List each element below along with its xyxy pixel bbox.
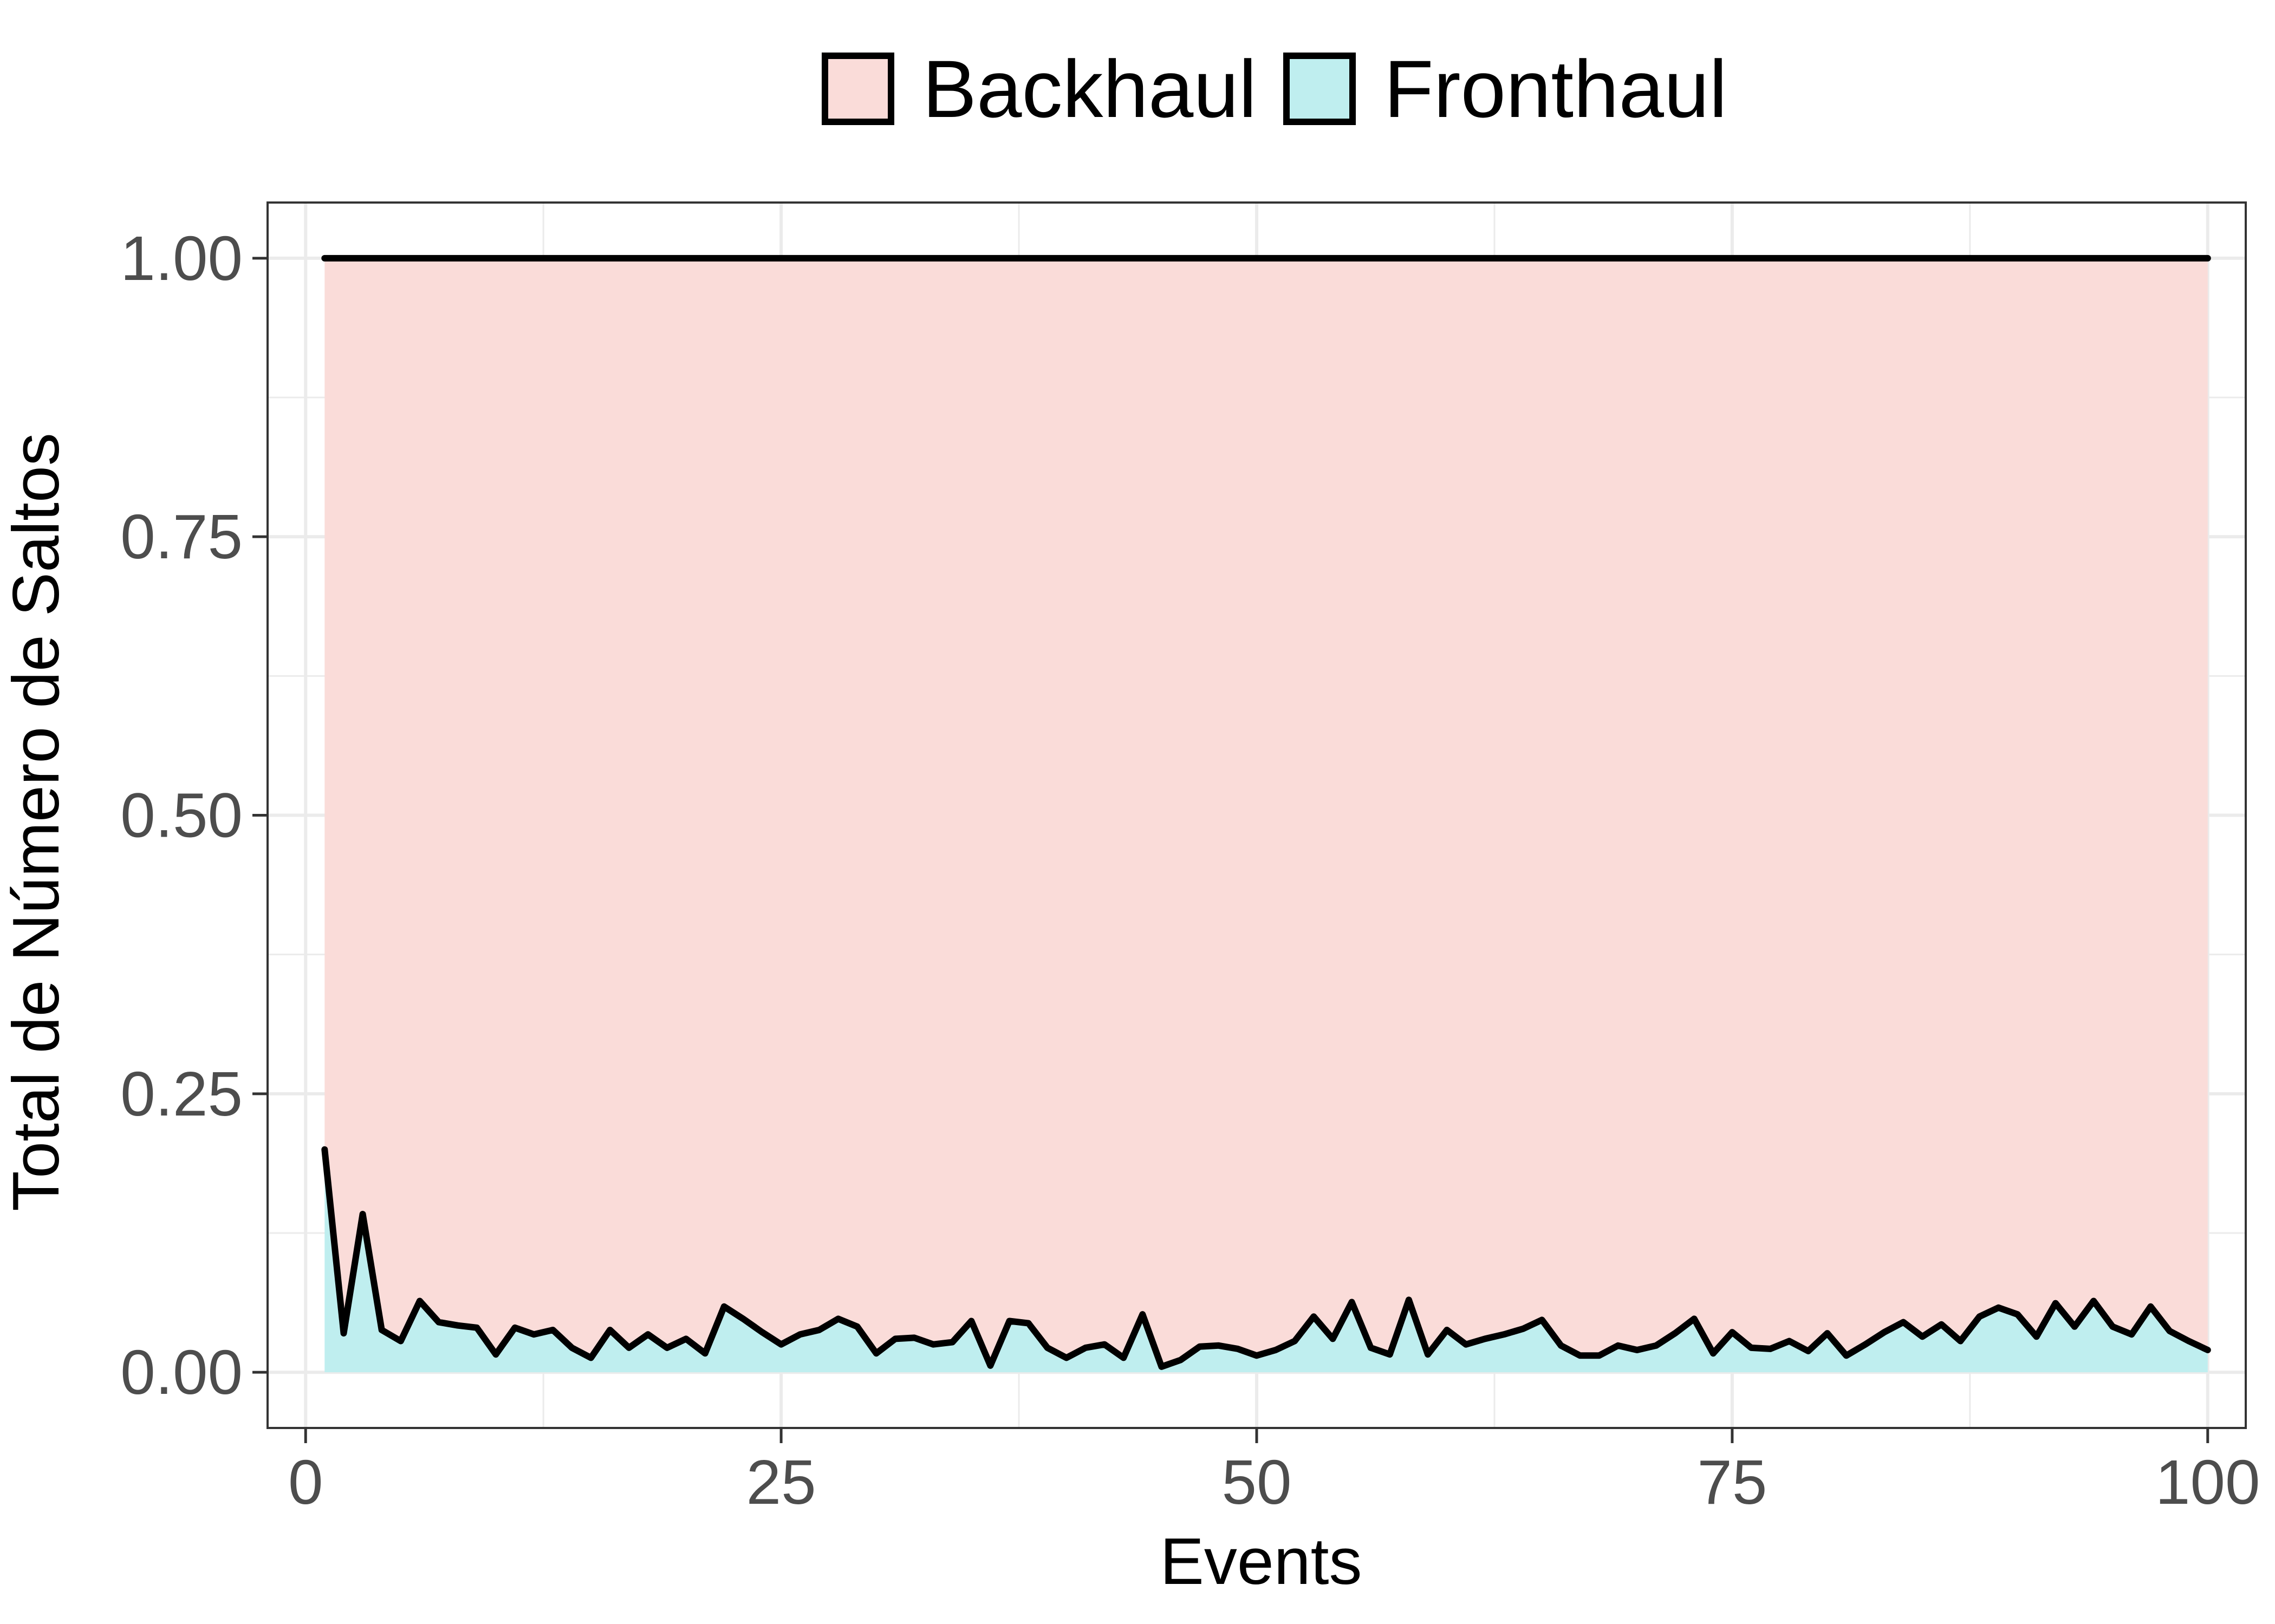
series-lines xyxy=(321,255,2211,1370)
legend: Backhaul Fronthaul xyxy=(822,43,1727,134)
y-tick-label: 1.00 xyxy=(120,223,243,294)
y-axis-title: Total de Número de Saltos xyxy=(0,433,73,1211)
legend-swatch-backhaul xyxy=(822,53,894,125)
x-tick-label: 75 xyxy=(1697,1447,1767,1517)
line-fronthaul xyxy=(321,1146,2211,1370)
x-tick-label: 100 xyxy=(2155,1447,2260,1517)
area-layers xyxy=(324,258,2208,1373)
legend-label-fronthaul: Fronthaul xyxy=(1384,43,1727,134)
x-tick-label: 50 xyxy=(1221,1447,1291,1517)
area-fronthaul xyxy=(324,1149,2208,1373)
x-tick-label: 25 xyxy=(746,1447,816,1517)
legend-swatch-fronthaul xyxy=(1283,53,1356,125)
x-tick-label: 0 xyxy=(288,1447,323,1517)
area-backhaul xyxy=(324,258,2208,1367)
y-tick-label: 0.50 xyxy=(120,780,243,851)
plot-panel xyxy=(266,201,2247,1429)
y-tick-label: 0.25 xyxy=(120,1059,243,1129)
x-axis-title: Events xyxy=(1160,1524,1362,1598)
y-tick-label: 0.00 xyxy=(120,1337,243,1407)
y-tick-label: 0.75 xyxy=(120,501,243,572)
legend-label-backhaul: Backhaul xyxy=(922,43,1257,134)
x-axis: 0 25 50 75 100 xyxy=(288,1428,2260,1517)
y-axis: 0.00 0.25 0.50 0.75 1.00 xyxy=(120,223,268,1407)
